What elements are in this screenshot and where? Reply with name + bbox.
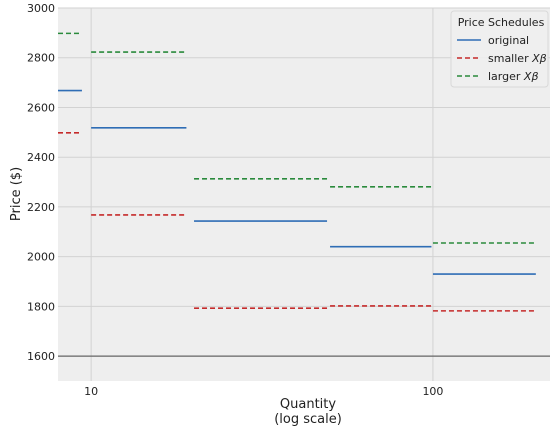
series-1	[58, 132, 536, 312]
legend: Price Schedules original smaller Xβ larger…	[450, 10, 549, 88]
y-tick-label: 1600	[27, 350, 55, 363]
y-tick-label: 2000	[27, 251, 55, 264]
legend-label: original	[488, 34, 529, 47]
y-tick-label: 2200	[27, 201, 55, 214]
x-tick-label: 10	[84, 385, 98, 398]
legend-title: Price Schedules	[458, 16, 545, 29]
series-group	[58, 32, 536, 312]
legend-label: larger Xβ	[488, 70, 538, 83]
series-2	[58, 32, 536, 244]
y-tick-label: 3000	[27, 2, 55, 15]
series-0	[58, 89, 536, 275]
legend-entries: original smaller Xβ larger Xβ	[457, 34, 547, 83]
y-tick-labels: 1600 1800 2000 2200 2400 2600 2800 3000	[27, 2, 55, 363]
legend-label: smaller Xβ	[488, 52, 547, 65]
x-tick-label: 100	[422, 385, 443, 398]
x-axis-label-line1: Quantity	[280, 397, 336, 412]
x-tick-labels: 10 100	[84, 385, 443, 398]
y-tick-label: 2800	[27, 52, 55, 65]
y-tick-label: 1800	[27, 300, 55, 313]
y-tick-label: 2400	[27, 151, 55, 164]
x-axis-label-line2: (log scale)	[274, 412, 342, 427]
y-tick-label: 2600	[27, 101, 55, 114]
y-axis-label: Price ($)	[9, 167, 24, 221]
legend-box	[450, 10, 549, 88]
